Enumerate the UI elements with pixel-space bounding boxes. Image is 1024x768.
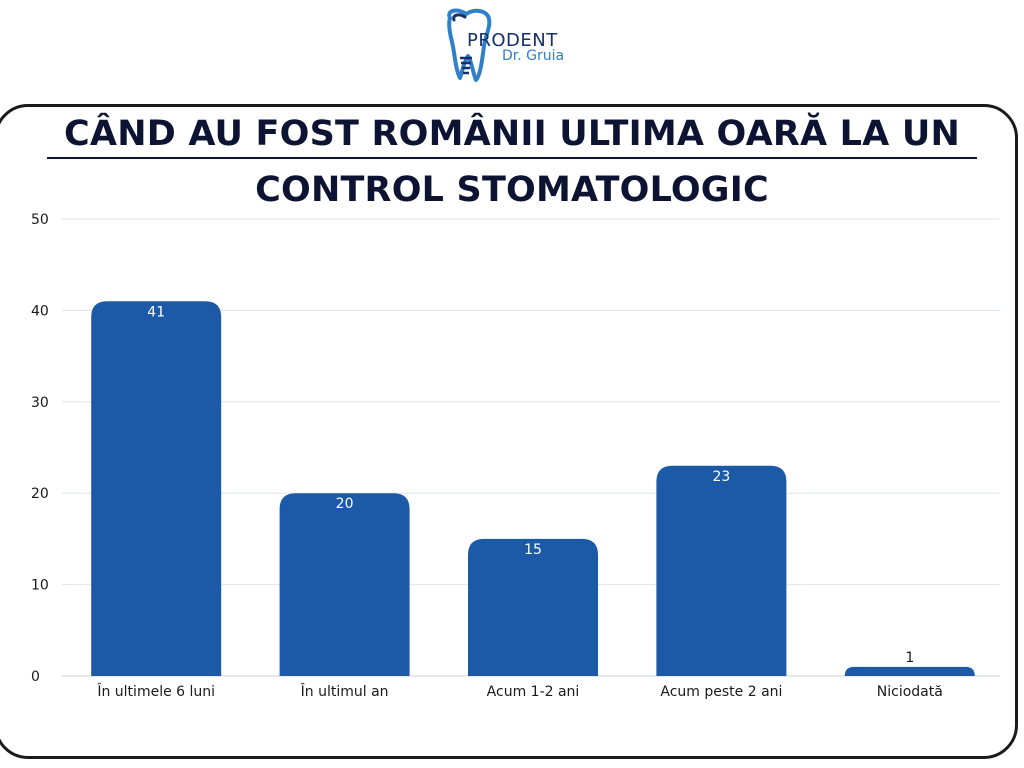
bar	[844, 666, 975, 676]
logo-name: PRODENT	[467, 30, 558, 51]
y-tick-label: 40	[31, 303, 49, 319]
bar-value-label: 15	[524, 542, 542, 558]
bar-value-label: 1	[905, 650, 914, 666]
bar-value-label: 41	[147, 304, 165, 320]
y-tick-label: 10	[31, 578, 49, 594]
bar-value-label: 23	[712, 469, 730, 485]
x-category-label: Niciodată	[877, 684, 943, 700]
y-tick-label: 30	[31, 395, 49, 411]
bar	[91, 301, 222, 676]
x-category-label: Acum 1-2 ani	[487, 684, 580, 700]
x-category-label: Acum peste 2 ani	[660, 684, 782, 700]
chart-title-line-2: CONTROL STOMATOLOGIC	[255, 170, 769, 210]
y-tick-label: 50	[31, 212, 49, 228]
prodent-logo: PRODENT Dr. Gruia	[440, 6, 590, 86]
bar	[656, 465, 787, 676]
bar-value-label: 20	[336, 496, 354, 512]
logo-subtitle: Dr. Gruia	[502, 48, 565, 64]
bar	[468, 538, 598, 676]
x-category-label: În ultimul an	[300, 682, 389, 700]
title-underline	[47, 157, 977, 159]
tooth-implant-icon	[447, 8, 492, 82]
x-category-label: În ultimele 6 luni	[96, 682, 215, 700]
y-tick-label: 0	[31, 669, 40, 685]
chart-title-line-1: CÂND AU FOST ROMÂNII ULTIMA OARĂ LA UN	[64, 114, 960, 154]
bar	[279, 493, 410, 676]
y-tick-label: 20	[31, 486, 49, 502]
